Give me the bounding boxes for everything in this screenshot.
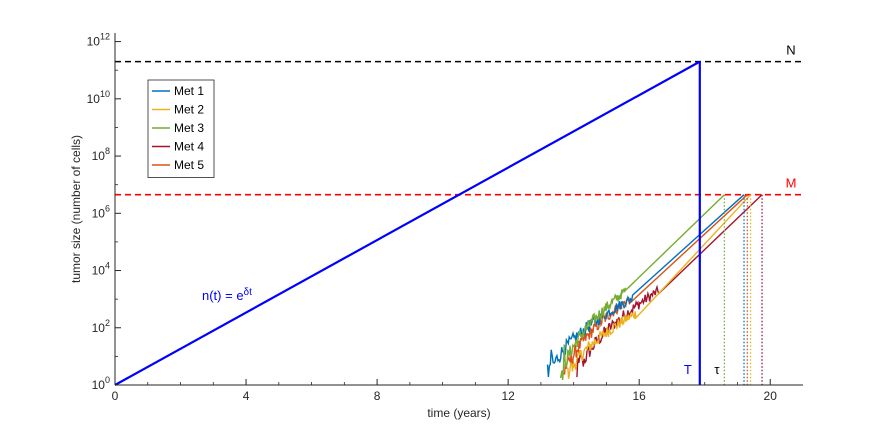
primary-formula-label: n(t) = eδt [202,287,252,303]
x-tick-label: 4 [243,389,250,403]
threshold-label-n: N [786,43,795,58]
axes-layer [114,33,803,386]
marker-t-label: T [684,362,692,377]
y-tick-label: 108 [92,146,110,163]
y-tick-label: 1012 [87,32,110,49]
legend-label-met-3: Met 3 [174,121,204,135]
x-tick-label: 20 [764,389,778,403]
legend-label-met-2: Met 2 [174,103,204,117]
y-tick-label: 106 [92,203,110,220]
legend-box [147,79,215,178]
y-tick-label: 104 [92,261,110,278]
series-line-met-3 [559,194,725,380]
series-line-met-2 [566,194,752,379]
y-tick-label: 100 [92,375,110,392]
primary-growth-line [114,60,701,386]
x-tick-label: 12 [501,389,515,403]
x-tick-label: 8 [374,389,381,403]
legend-label-met-5: Met 5 [174,158,204,172]
x-tick-label: 0 [112,389,119,403]
threshold-label-m: M [786,176,797,191]
legend-label-met-4: Met 4 [174,140,204,154]
marker-tau-label: τ [714,362,720,377]
lines-layer [114,60,803,386]
y-axis-label: tumor size (number of cells) [69,135,83,283]
plot-area [115,33,803,385]
x-tick-label: 16 [633,389,647,403]
y-tick-label: 102 [92,318,110,335]
text-layer: N Mn(t) = eδt T τ 0 4 8 12 16 20 100 102 104 106 108 10… [69,32,796,420]
legend-label-met-1: Met 1 [174,84,204,98]
y-tick-label: 1010 [87,89,110,106]
x-axis-label: time (years) [427,406,490,420]
legend: Met 1 Met 2 Met 3 Met 4 Met 5 [147,79,215,178]
